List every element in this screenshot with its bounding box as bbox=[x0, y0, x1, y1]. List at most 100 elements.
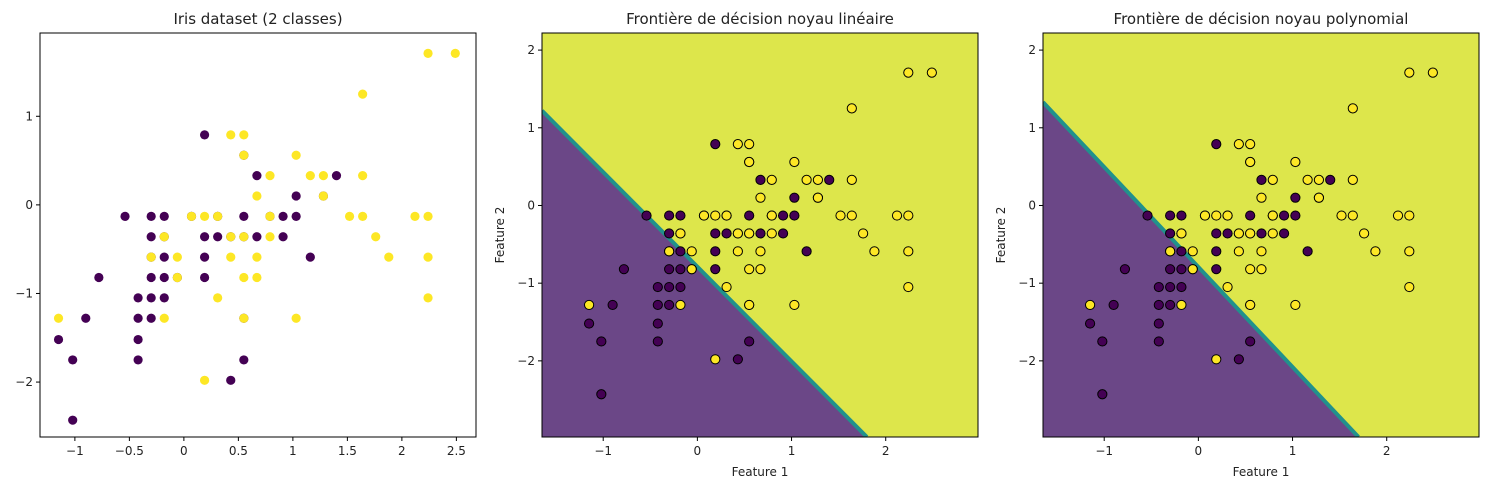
point-class-0 bbox=[291, 211, 301, 221]
point-class-1 bbox=[1313, 192, 1325, 203]
point-class-0 bbox=[721, 228, 732, 239]
point-class-0 bbox=[1165, 228, 1176, 239]
point-class-1 bbox=[583, 299, 595, 311]
point-class-1 bbox=[172, 252, 182, 262]
point-class-1 bbox=[358, 89, 368, 99]
point-class-0 bbox=[1097, 336, 1108, 347]
point-class-1 bbox=[1176, 228, 1187, 239]
point-class-1 bbox=[903, 246, 914, 257]
point-class-0 bbox=[199, 272, 210, 283]
point-class-0 bbox=[68, 355, 78, 365]
point-class-0 bbox=[1176, 281, 1187, 293]
point-class-0 bbox=[1302, 246, 1313, 257]
point-class-0 bbox=[596, 389, 607, 400]
point-class-1 bbox=[766, 210, 777, 221]
point-class-1 bbox=[744, 299, 755, 311]
point-class-0 bbox=[305, 252, 315, 262]
point-class-1 bbox=[766, 228, 777, 239]
point-class-0 bbox=[652, 299, 663, 311]
point-class-1 bbox=[1187, 264, 1198, 275]
point-class-1 bbox=[239, 272, 249, 283]
point-class-1 bbox=[1302, 174, 1313, 185]
point-class-1 bbox=[1199, 210, 1211, 221]
point-class-1 bbox=[710, 354, 721, 365]
point-class-1 bbox=[239, 232, 249, 242]
point-class-0 bbox=[675, 281, 686, 293]
point-class-0 bbox=[710, 264, 721, 275]
point-class-0 bbox=[1278, 228, 1290, 239]
point-class-0 bbox=[199, 252, 210, 262]
point-class-1 bbox=[675, 228, 686, 239]
x-tick-label: 0.5 bbox=[229, 444, 248, 458]
x-tick-label: 2 bbox=[882, 444, 890, 458]
point-class-1 bbox=[744, 264, 755, 275]
point-class-0 bbox=[159, 252, 169, 262]
point-class-0 bbox=[278, 232, 288, 242]
point-class-1 bbox=[1359, 228, 1370, 239]
point-class-1 bbox=[698, 210, 710, 221]
point-class-0 bbox=[664, 264, 675, 275]
x-tick-label: 2 bbox=[1383, 444, 1391, 458]
point-class-1 bbox=[344, 211, 355, 221]
point-class-0 bbox=[675, 246, 686, 257]
point-class-1 bbox=[1084, 299, 1096, 311]
point-class-1 bbox=[423, 252, 433, 262]
point-class-1 bbox=[755, 246, 766, 257]
y-tick-label: 2 bbox=[527, 43, 535, 57]
point-class-1 bbox=[903, 67, 914, 78]
point-class-0 bbox=[94, 272, 104, 283]
point-class-0 bbox=[1153, 318, 1164, 329]
y-tick-label: 0 bbox=[527, 198, 535, 212]
y-tick-label: 2 bbox=[1028, 43, 1036, 57]
point-class-1 bbox=[1347, 103, 1358, 114]
point-class-1 bbox=[1165, 246, 1176, 257]
y-tick-label: 1 bbox=[25, 109, 33, 123]
point-class-1 bbox=[846, 210, 857, 221]
point-class-1 bbox=[384, 252, 394, 262]
point-class-0 bbox=[226, 375, 236, 385]
chart-title: Frontière de décision noyau linéaire bbox=[626, 10, 894, 28]
axes-frame bbox=[39, 32, 477, 438]
y-tick-label: 1 bbox=[1028, 121, 1036, 135]
x-tick-label: 1 bbox=[788, 444, 796, 458]
point-class-1 bbox=[226, 130, 236, 140]
point-class-0 bbox=[1153, 299, 1164, 311]
point-class-1 bbox=[159, 313, 169, 323]
point-class-1 bbox=[265, 171, 275, 181]
chart-title: Frontière de décision noyau polynomial bbox=[1114, 10, 1409, 28]
decision-boundary bbox=[1043, 100, 1360, 437]
point-class-1 bbox=[926, 67, 937, 78]
point-class-1 bbox=[159, 232, 169, 242]
x-tick-label: 1.5 bbox=[338, 444, 357, 458]
axes-frame bbox=[541, 32, 979, 438]
point-class-0 bbox=[1153, 281, 1164, 293]
x-tick-label: 0 bbox=[180, 444, 188, 458]
point-class-0 bbox=[68, 415, 78, 425]
point-class-0 bbox=[1108, 299, 1119, 311]
point-class-0 bbox=[1233, 354, 1244, 365]
point-class-0 bbox=[744, 210, 755, 221]
y-tick-label: 1 bbox=[527, 121, 535, 135]
point-class-1 bbox=[371, 232, 381, 242]
point-class-1 bbox=[252, 252, 262, 262]
axes-frame bbox=[1042, 32, 1480, 438]
point-class-0 bbox=[1176, 210, 1187, 221]
point-class-0 bbox=[755, 174, 766, 185]
point-class-0 bbox=[1222, 228, 1233, 239]
x-axis-label: Feature 1 bbox=[1233, 465, 1290, 479]
decision-boundary bbox=[542, 109, 869, 437]
point-class-0 bbox=[239, 211, 249, 221]
point-class-1 bbox=[1211, 354, 1222, 365]
point-class-1 bbox=[423, 293, 433, 303]
point-class-1 bbox=[410, 211, 420, 221]
point-class-0 bbox=[744, 336, 755, 347]
point-class-1 bbox=[252, 191, 262, 201]
point-class-1 bbox=[1313, 174, 1325, 185]
point-class-1 bbox=[789, 299, 800, 311]
point-class-1 bbox=[199, 375, 210, 385]
point-class-0 bbox=[607, 299, 618, 311]
point-class-0 bbox=[1097, 389, 1108, 400]
point-class-1 bbox=[1267, 228, 1278, 239]
point-class-1 bbox=[686, 264, 697, 275]
point-class-1 bbox=[1211, 210, 1222, 221]
